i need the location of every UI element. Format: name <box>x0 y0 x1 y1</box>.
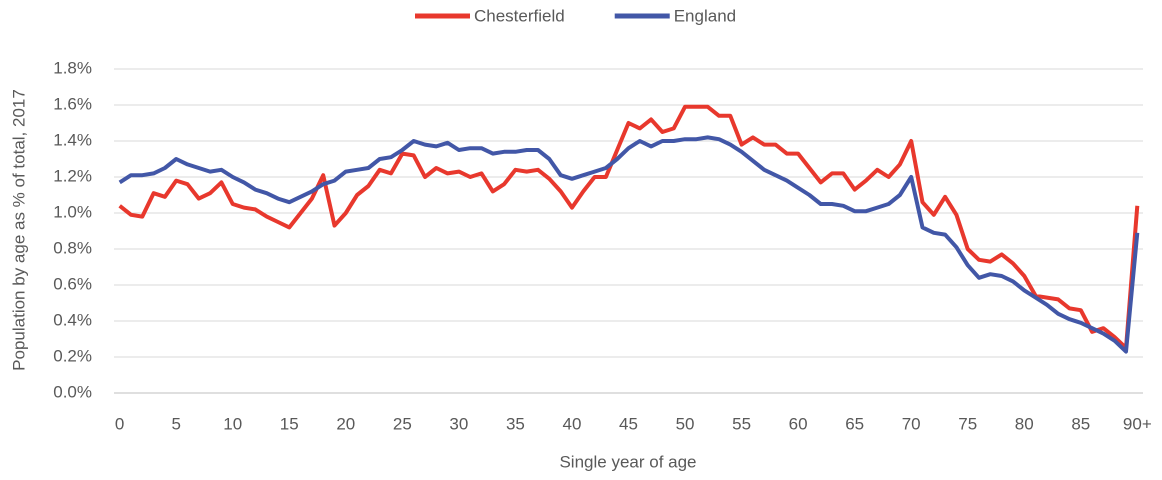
y-tick-label: 0.4% <box>53 310 92 329</box>
x-tick-label: 20 <box>336 414 355 433</box>
x-tick-label: 55 <box>732 414 751 433</box>
line-series <box>118 104 1140 350</box>
x-tick-label: 0 <box>115 414 124 433</box>
x-tick-label: 25 <box>393 414 412 433</box>
x-tick-label: 45 <box>619 414 638 433</box>
x-tick-label: 50 <box>676 414 695 433</box>
y-tick-label: 1.8% <box>53 58 92 77</box>
x-tick-label: 10 <box>223 414 242 433</box>
y-tick-label: 0.8% <box>53 238 92 257</box>
y-tick-label: 1.2% <box>53 166 92 185</box>
x-tick-label: 60 <box>789 414 808 433</box>
x-tick-label: 30 <box>449 414 468 433</box>
y-axis-title: Population by age as % of total, 2017 <box>9 89 28 371</box>
x-tick-label: 90+ <box>1123 414 1152 433</box>
x-tick-label: 65 <box>845 414 864 433</box>
y-tick-label: 0.0% <box>53 382 92 401</box>
y-tick-label: 0.2% <box>53 346 92 365</box>
y-tick-label: 0.6% <box>53 274 92 293</box>
x-tick-label: 15 <box>280 414 299 433</box>
x-tick-label: 85 <box>1071 414 1090 433</box>
line-series <box>118 135 1140 354</box>
legend-label: England <box>674 6 736 25</box>
y-tick-label: 1.6% <box>53 94 92 113</box>
x-tick-label: 75 <box>958 414 977 433</box>
y-tick-label: 1.4% <box>53 130 92 149</box>
y-tick-label: 1.0% <box>53 202 92 221</box>
legend-label: Chesterfield <box>474 6 565 25</box>
x-tick-label: 40 <box>563 414 582 433</box>
x-axis-title: Single year of age <box>559 452 696 471</box>
x-tick-label: 70 <box>902 414 921 433</box>
x-tick-label: 80 <box>1015 414 1034 433</box>
x-tick-label: 35 <box>506 414 525 433</box>
x-tick-label: 5 <box>171 414 180 433</box>
